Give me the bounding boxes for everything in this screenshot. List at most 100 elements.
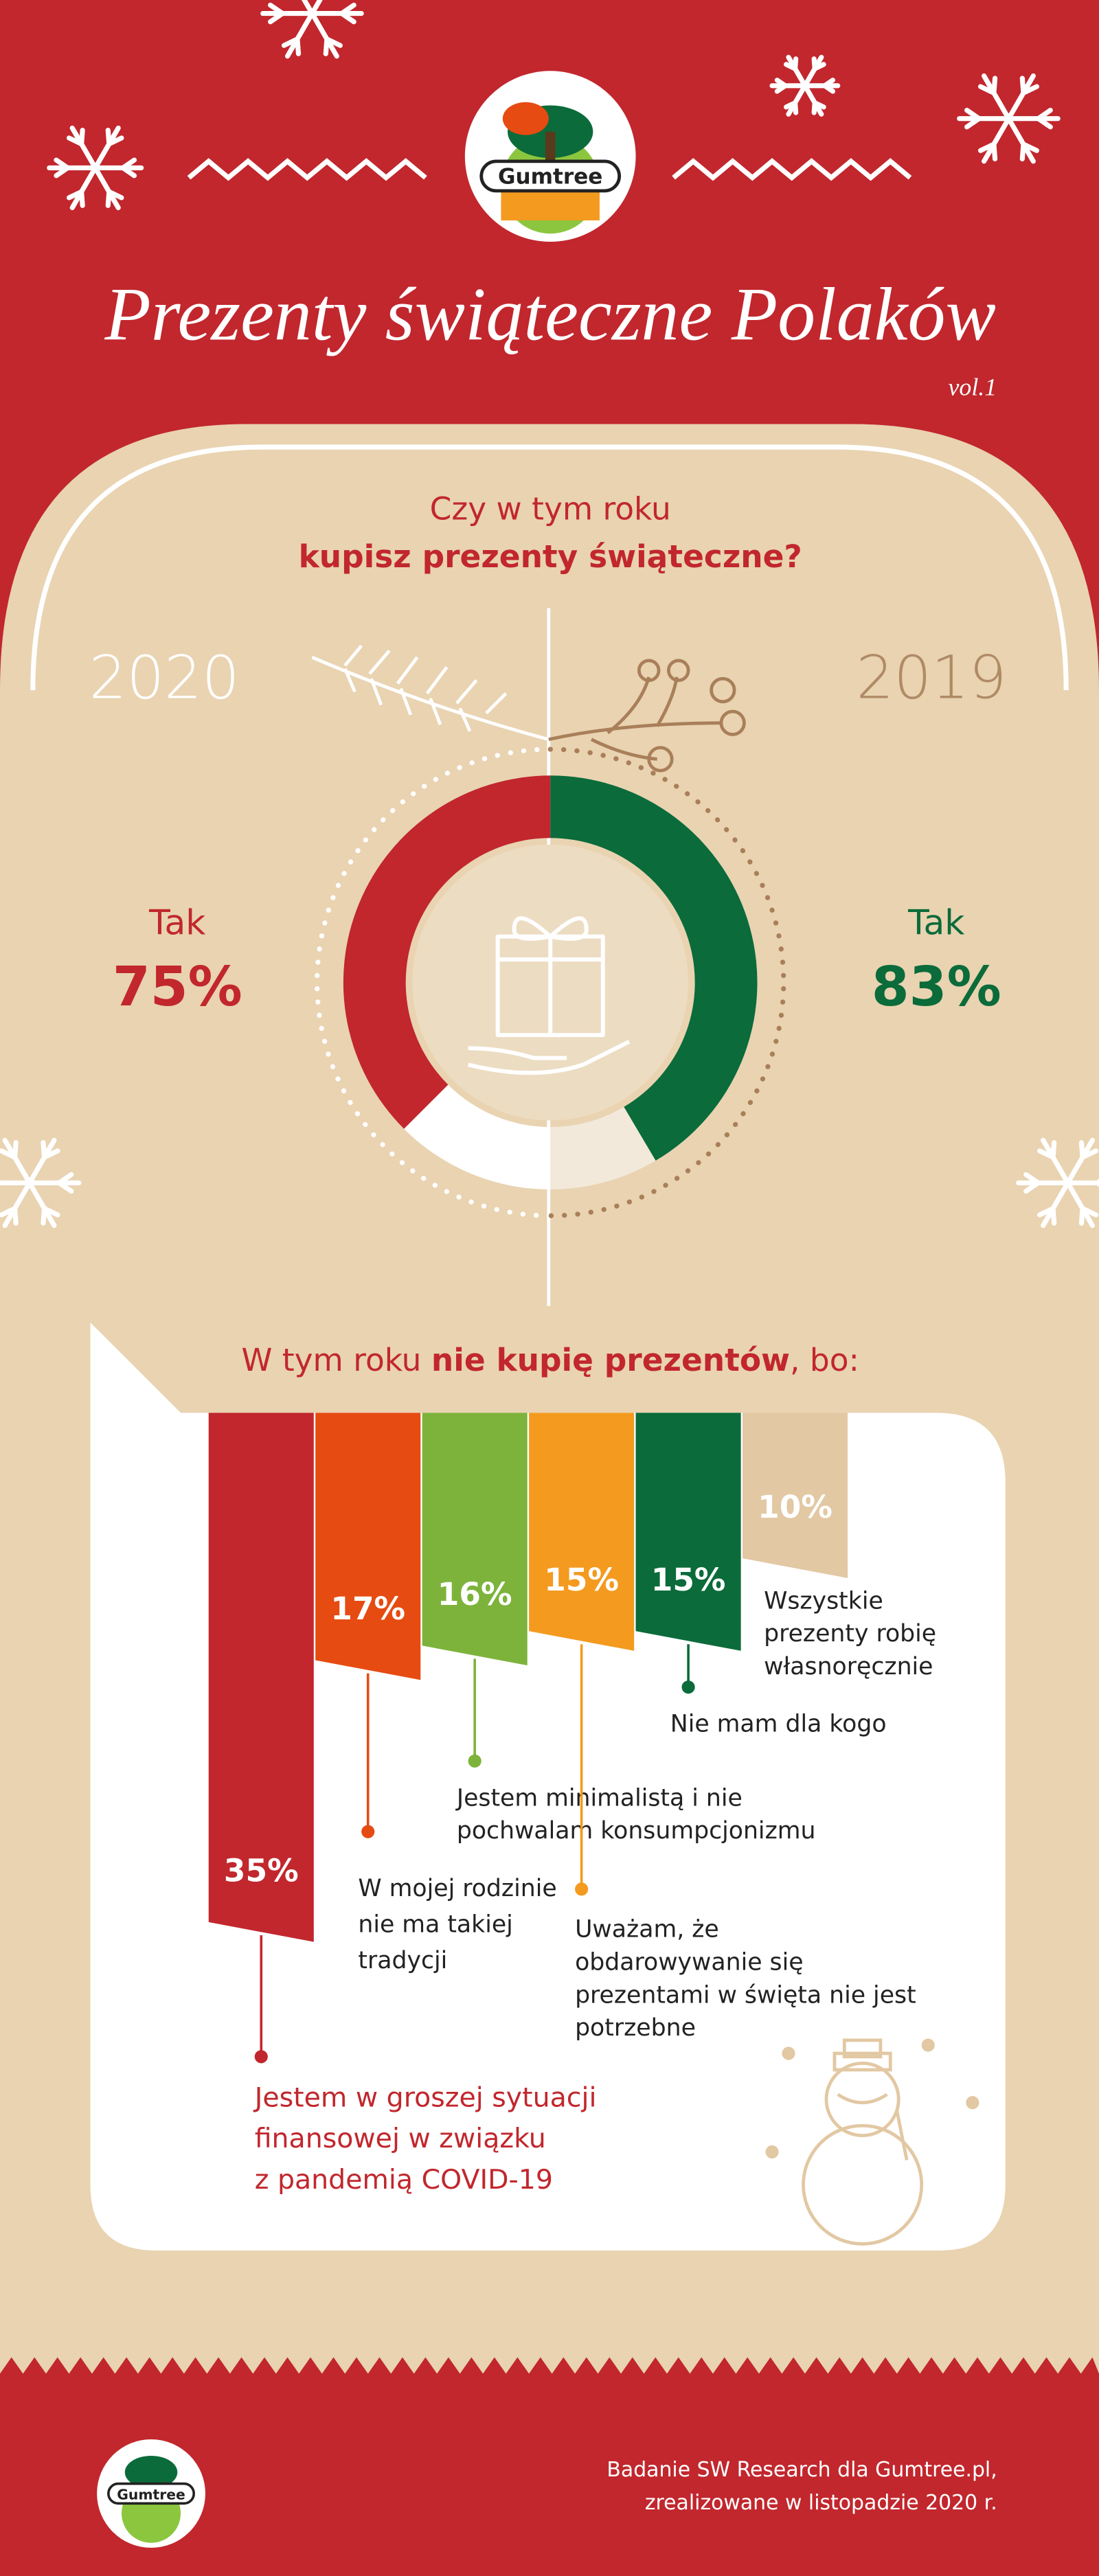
snowflake-arm xyxy=(792,56,799,71)
snowflake-arm xyxy=(802,54,824,89)
snowflake-arm xyxy=(774,78,788,89)
snowflake-arm xyxy=(54,157,71,170)
snowflake-arm xyxy=(69,125,98,170)
snowflake-arm xyxy=(69,165,98,210)
snowflake-arm xyxy=(79,127,85,147)
value-label: 10% xyxy=(758,1489,832,1525)
footer-note: Badanie SW Research dla Gumtree.pl, xyxy=(607,2458,997,2482)
snowflake-arm xyxy=(1078,1206,1085,1226)
category-label: własnoręcznie xyxy=(764,1653,933,1680)
edition: vol.1 xyxy=(948,374,997,401)
leader-dot xyxy=(361,1825,375,1838)
snowflake-arm xyxy=(812,62,826,71)
snowflake-arm xyxy=(1023,1172,1041,1186)
panel-outline xyxy=(30,444,1069,690)
ribbon xyxy=(208,1413,314,1942)
snowflake-arm xyxy=(811,100,817,115)
value-label: 35% xyxy=(224,1853,299,1889)
category-label: W mojej rodzinie xyxy=(358,1875,556,1902)
ribbon xyxy=(422,1413,528,1666)
snowflake-arm xyxy=(1021,84,1039,95)
ribbon xyxy=(635,1413,741,1651)
donut-segment xyxy=(343,775,551,1129)
value-label: 16% xyxy=(438,1576,512,1612)
snowflake-arm xyxy=(106,135,124,147)
snowflake-arm xyxy=(1041,1180,1071,1229)
leader-dot xyxy=(468,1754,481,1768)
ribbon xyxy=(529,1413,635,1651)
snowflake-arm xyxy=(981,73,1012,122)
snowflake-arm xyxy=(27,1180,57,1229)
snowflake-arm xyxy=(1037,1206,1056,1218)
answer-label: Tak xyxy=(907,902,964,942)
category-label: Nie mam dla kogo xyxy=(670,1711,887,1738)
ornament xyxy=(187,158,427,181)
leader-dot xyxy=(254,2050,268,2064)
snowflake-arm xyxy=(1019,141,1026,161)
snowflake-arm xyxy=(41,1206,47,1226)
donut-segment xyxy=(550,775,758,1161)
leader-dot xyxy=(575,1882,589,1896)
title-part: W tym roku xyxy=(241,1342,431,1378)
category-label: Jestem w groszej sytuacji xyxy=(253,2082,597,2113)
snowman xyxy=(765,2038,979,2246)
category-label: tradycji xyxy=(358,1947,447,1974)
leader-dot xyxy=(681,1680,695,1694)
category-label: nie ma takiej xyxy=(358,1911,512,1938)
ribbon xyxy=(743,1413,848,1578)
category-label: Uważam, że xyxy=(575,1916,719,1944)
snowflake-arm xyxy=(2,1137,32,1186)
snowflake-arm xyxy=(786,83,808,117)
snowflake-arm xyxy=(1065,1137,1096,1186)
question: Czy w tym roku xyxy=(430,491,671,527)
snowflake xyxy=(1016,1137,1099,1229)
category-label: prezenty robię xyxy=(764,1620,936,1648)
snowflake-arm xyxy=(41,1148,60,1160)
snowflake xyxy=(769,54,841,117)
snowflake-arm xyxy=(1006,116,1036,164)
snowflake xyxy=(0,1137,82,1229)
logo-text: Gumtree xyxy=(498,165,602,190)
year-label: 2019 xyxy=(857,643,1007,712)
berries xyxy=(548,659,746,773)
category-label: potrzebne xyxy=(575,2014,696,2042)
logo-text: Gumtree xyxy=(117,2486,185,2503)
snowflake-arm xyxy=(802,83,824,117)
category-label: Jestem minimalistą i nie xyxy=(455,1784,743,1812)
category-label: Wszystkie xyxy=(764,1587,883,1615)
year-label: 2020 xyxy=(89,643,240,712)
snowflake-arm xyxy=(301,0,315,16)
gift-icon xyxy=(467,916,631,1075)
snowflake-arm xyxy=(339,11,356,25)
snowflake-arm xyxy=(56,1180,74,1194)
footer-band xyxy=(0,2357,1099,2576)
snowflake xyxy=(957,73,1061,164)
snowflake-arm xyxy=(281,36,300,48)
title-part: nie kupię prezentów xyxy=(431,1342,790,1378)
snowflake-arm xyxy=(66,189,84,201)
snowflake-arm xyxy=(0,1206,18,1218)
value-label: 15% xyxy=(651,1562,726,1598)
snowflake-arm xyxy=(1050,1140,1057,1160)
hand xyxy=(467,1040,631,1075)
gift-box xyxy=(495,934,605,1038)
category-label: prezentami w święta nie jest xyxy=(575,1981,916,2009)
snowflake-arm xyxy=(1006,73,1036,122)
logo: Gumtree xyxy=(464,71,636,242)
snowflake-arm xyxy=(323,36,330,56)
snowflake xyxy=(47,125,144,210)
zigzag-edge xyxy=(0,2357,1099,2576)
ribbon-chart: 35% Jestem w groszej sytuacji finansowej w… xyxy=(208,1413,936,2196)
snowflake-arm xyxy=(27,1137,57,1186)
snowflake-arm xyxy=(2,1180,32,1229)
category-label: pochwalam konsumpcjonizmu xyxy=(457,1817,816,1845)
snowflake-arm xyxy=(964,107,982,122)
snowflake-arm xyxy=(784,100,798,110)
snowflake-arm xyxy=(309,0,323,16)
snowflake-arm xyxy=(120,165,137,179)
snowflake-arm xyxy=(1035,116,1053,130)
answer-label: Tak xyxy=(148,902,205,942)
snowflake-arm xyxy=(309,11,339,59)
